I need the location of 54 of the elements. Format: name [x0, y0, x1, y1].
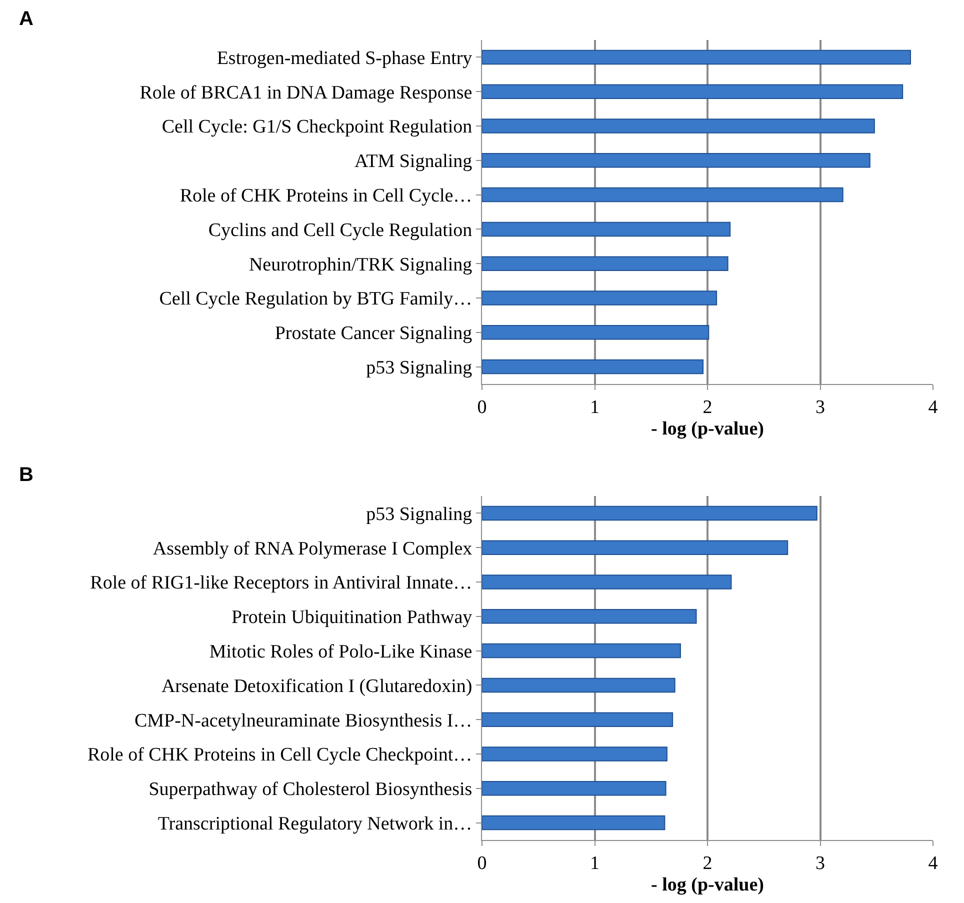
x-tick-label: 1 — [590, 852, 600, 874]
x-tick-label: 2 — [702, 396, 712, 418]
bar — [482, 712, 674, 727]
bar — [482, 290, 718, 306]
y-tick-label: Arsenate Detoxification I (Glutaredoxin) — [161, 676, 472, 697]
bar — [482, 118, 875, 134]
y-tick-label: Role of CHK Proteins in Cell Cycle… — [180, 185, 472, 206]
bar — [482, 574, 732, 590]
y-tick-label: p53 Signaling — [366, 504, 473, 525]
bar — [482, 746, 668, 762]
x-tick-label: 0 — [477, 852, 487, 874]
bar — [482, 84, 904, 99]
y-tick-label: Neurotrophin/TRK Signaling — [248, 254, 473, 276]
text: B — [19, 464, 34, 486]
y-tick-label: Estrogen-mediated S-phase Entry — [216, 48, 473, 69]
text: A — [19, 8, 34, 30]
y-tick-label: Superpathway of Cholesterol Biosynthesis — [148, 779, 472, 800]
x-tick-label: 1 — [590, 396, 600, 418]
y-tick-label: Transcriptional Regulatory Network in… — [158, 813, 472, 834]
bar — [482, 256, 728, 271]
bar — [482, 187, 844, 202]
y-tick-label: Protein Ubiquitination Pathway — [232, 607, 473, 628]
bar — [482, 609, 697, 624]
bar — [482, 50, 911, 65]
y-tick-label: Role of BRCA1 in DNA Damage Response — [140, 82, 472, 104]
x-tick-label: 2 — [702, 852, 712, 874]
y-tick-label: Role of RIG1-like Receptors in Antiviral Innate… — [90, 572, 472, 594]
bar — [482, 506, 818, 521]
bar — [482, 781, 666, 796]
y-tick-label: p53 Signaling — [366, 357, 473, 378]
x-axis-title: - log (p-value) — [651, 874, 764, 896]
x-axis-title: - log (p-value) — [651, 418, 764, 440]
y-tick-label: Assembly of RNA Polymerase I Complex — [152, 538, 473, 560]
bar — [482, 359, 704, 374]
y-tick-label: Prostate Cancer Signaling — [274, 323, 473, 344]
x-tick-label: 0 — [477, 396, 487, 418]
bar — [482, 540, 788, 555]
bar — [482, 325, 710, 340]
x-tick-label: 4 — [928, 396, 938, 418]
x-tick-label: 4 — [928, 852, 938, 874]
x-tick-label: 3 — [816, 396, 826, 418]
y-tick-label: CMP-N-acetylneuraminate Biosynthesis I… — [134, 710, 472, 732]
y-tick-label: Cyclins and Cell Cycle Regulation — [208, 220, 473, 241]
y-tick-label: Role of CHK Proteins in Cell Cycle Checkpoint… — [87, 744, 472, 766]
y-tick-label: Cell Cycle Regulation by BTG Family… — [159, 288, 472, 310]
bar — [482, 222, 731, 237]
bar — [482, 643, 681, 658]
y-tick-label: ATM Signaling — [354, 151, 473, 172]
bar — [482, 678, 676, 693]
x-tick-label: 3 — [816, 852, 826, 874]
y-tick-label: Mitotic Roles of Polo-Like Kinase — [209, 641, 472, 662]
y-tick-label: Cell Cycle: G1/S Checkpoint Regulation — [162, 116, 473, 138]
bar — [482, 815, 666, 830]
bar — [482, 153, 870, 168]
